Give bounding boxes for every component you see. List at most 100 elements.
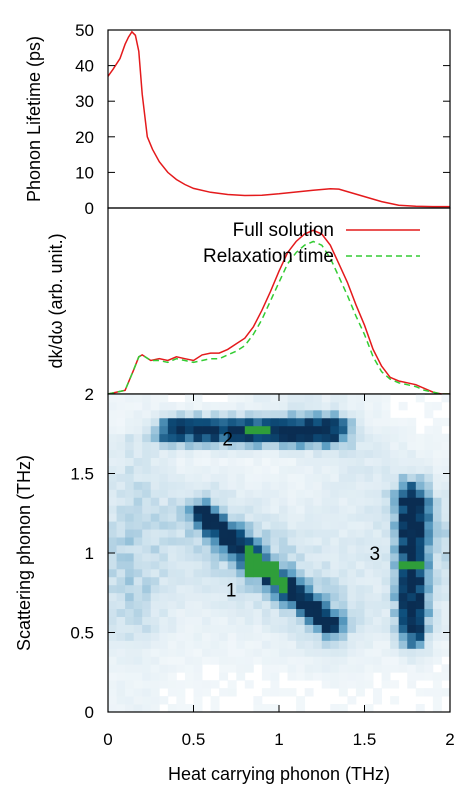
heatmap-cell: [125, 449, 135, 458]
heatmap-cell: [244, 584, 254, 594]
heatmap-cell: [202, 632, 211, 641]
heatmap-cell: [227, 473, 237, 482]
heatmap-cell: [270, 497, 280, 506]
heatmap-cell: [338, 537, 348, 546]
heatmap-cell: [270, 592, 280, 602]
heatmap-cell: [244, 592, 254, 602]
heatmap-cell: [390, 553, 400, 562]
heatmap-cell: [159, 640, 169, 649]
heatmap-cell: [338, 449, 348, 458]
heatmap-cell: [125, 704, 135, 713]
heatmap-cell: [304, 560, 314, 570]
heatmap-cell: [373, 457, 382, 466]
heatmap-cell: [304, 441, 314, 451]
heatmap-cell: [364, 521, 374, 530]
heatmap-cell: [381, 664, 391, 673]
heatmap-cell: [313, 457, 323, 466]
heatmap-cell: [296, 457, 306, 466]
heatmap-cell: [279, 401, 288, 411]
heatmap-cell: [210, 616, 220, 625]
heatmap-cell: [441, 417, 451, 427]
heatmap-cell: [159, 696, 169, 705]
heatmap-cell: [150, 433, 160, 443]
heatmap-cell: [355, 632, 365, 641]
heatmap-cells: [108, 394, 451, 713]
heatmap-cell: [364, 497, 374, 506]
heatmap-cell: [441, 489, 451, 498]
heatmap-cell: [125, 560, 135, 570]
heatmap-cell: [424, 656, 434, 665]
heatmap-cell: [244, 640, 254, 649]
heatmap-cell: [296, 600, 306, 610]
heatmap-cell: [398, 505, 408, 514]
heatmap-cell: [338, 433, 348, 443]
heatmap-cell: [125, 568, 135, 578]
heatmap-cell: [261, 640, 271, 649]
heatmap-cell: [424, 497, 434, 506]
heatmap-cell: [210, 560, 220, 570]
heatmap-cell: [210, 401, 220, 411]
heatmap-cell: [176, 640, 186, 649]
heatmap-cell: [313, 513, 323, 522]
heatmap-cell: [321, 560, 331, 570]
heatmap-cell: [296, 704, 306, 713]
heatmap-cell: [355, 521, 365, 530]
heatmap-cell: [210, 537, 220, 546]
heatmap-cell: [330, 537, 340, 546]
heatmap-cell: [184, 672, 194, 681]
heatmap-cell: [184, 457, 194, 466]
heatmap-cell: [193, 560, 203, 570]
heatmap-cell: [287, 513, 297, 522]
heatmap-cell: [364, 457, 374, 466]
heatmap-cell: [270, 433, 280, 443]
heatmap-cell: [381, 425, 391, 435]
heatmap-cell: [236, 672, 246, 681]
heatmap-cell: [261, 664, 271, 673]
heatmap-cell: [108, 441, 117, 451]
heatmap-cell: [424, 616, 434, 625]
heatmap-cell: [193, 394, 203, 403]
heatmap-cell: [415, 553, 425, 562]
heatmap-cell: [390, 537, 400, 546]
heatmap-cell: [227, 553, 237, 562]
heatmap-cell: [279, 521, 288, 530]
heatmap-cell: [355, 441, 365, 451]
heatmap-cell: [193, 656, 203, 665]
heatmap-cell: [347, 394, 357, 403]
heatmap-cell: [338, 394, 348, 403]
heatmap-cell: [407, 433, 417, 443]
heatmap-cell: [330, 425, 340, 435]
heatmap-cell: [125, 592, 135, 602]
heatmap-cell: [108, 513, 117, 522]
heatmap-cell: [219, 513, 229, 522]
heatmap-cell: [424, 521, 434, 530]
heatmap-cell: [184, 537, 194, 546]
heatmap-cell: [108, 457, 117, 466]
heatmap-cell: [261, 473, 271, 482]
heatmap-cell: [108, 664, 117, 673]
heatmap-cell: [176, 441, 186, 451]
heatmap-cell: [415, 632, 425, 641]
heatmap-cell: [176, 664, 186, 673]
heatmap-cell: [253, 608, 263, 617]
heatmap-cell: [210, 481, 220, 490]
heatmap-cell: [159, 433, 169, 443]
heatmap-cell: [398, 425, 408, 435]
heatmap-cell: [398, 576, 408, 586]
heatmap-cell: [202, 592, 211, 602]
heatmap-cell: [407, 553, 417, 562]
heatmap-cell: [142, 505, 152, 514]
heatmap-cell: [253, 425, 263, 435]
heatmap-cell: [108, 656, 117, 665]
heatmap-cell: [210, 600, 220, 610]
heatmap-cell: [441, 688, 451, 697]
heatmap-cell: [313, 656, 323, 665]
heatmap-cell: [313, 640, 323, 649]
heatmap-cell: [193, 568, 203, 578]
heatmap-cell: [210, 704, 220, 713]
heatmap-cell: [338, 680, 348, 689]
lifetime-ytick-label-3: 30: [75, 92, 94, 111]
heatmap-cell: [184, 489, 194, 498]
heatmap-cell: [159, 481, 169, 490]
